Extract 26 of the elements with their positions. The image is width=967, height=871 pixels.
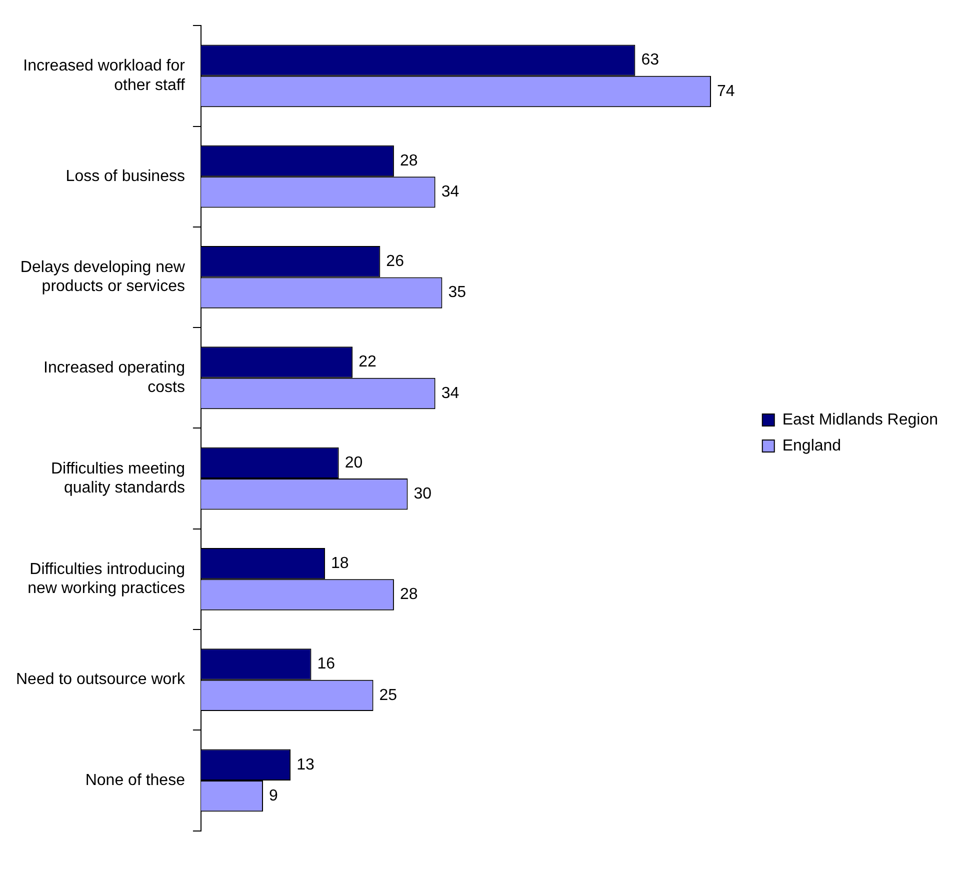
data-label: 16	[317, 656, 336, 673]
data-label: 22	[358, 354, 377, 371]
data-label: 34	[441, 384, 460, 402]
data-label: 28	[400, 152, 418, 170]
legend-label: England	[782, 437, 842, 454]
y-tick-label: Increased operating costs	[44, 360, 185, 396]
data-label: 26	[386, 253, 404, 270]
data-label: 25	[379, 686, 398, 704]
legend-label: East Midlands Region	[782, 411, 938, 428]
y-tick-label: None of these	[85, 772, 186, 789]
data-label: 13	[296, 756, 314, 774]
data-label: 20	[344, 454, 363, 472]
y-tick-label: Difficulties meeting quality standards	[50, 460, 185, 497]
y-tick-label: Increased workload for other staff	[23, 58, 186, 94]
data-label: 74	[717, 82, 735, 100]
data-label: 28	[400, 586, 418, 604]
data-label: 35	[448, 284, 466, 302]
y-tick-label: Need to outsource work	[16, 671, 186, 688]
y-tick-label: Difficulties introducing new working practices	[28, 560, 185, 598]
data-label: 30	[414, 486, 432, 503]
data-label: 9	[269, 787, 278, 804]
y-tick-label: Loss of business	[66, 168, 185, 185]
data-label: 18	[331, 554, 349, 572]
y-tick-label: Delays developing new products or services	[20, 259, 186, 296]
data-label: 63	[641, 52, 660, 69]
data-label: 34	[441, 184, 460, 201]
